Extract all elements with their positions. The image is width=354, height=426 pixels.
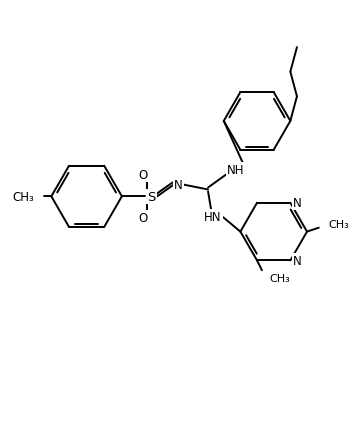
Text: O: O bbox=[139, 169, 148, 182]
Text: NH: NH bbox=[227, 164, 244, 177]
Text: N: N bbox=[293, 197, 302, 210]
Text: HN: HN bbox=[204, 211, 222, 224]
Text: CH₃: CH₃ bbox=[270, 273, 291, 283]
Text: CH₃: CH₃ bbox=[12, 190, 34, 203]
Text: O: O bbox=[139, 212, 148, 225]
Text: CH₃: CH₃ bbox=[329, 219, 349, 229]
Text: N: N bbox=[293, 254, 302, 268]
Text: S: S bbox=[147, 190, 155, 203]
Text: N: N bbox=[174, 178, 183, 192]
